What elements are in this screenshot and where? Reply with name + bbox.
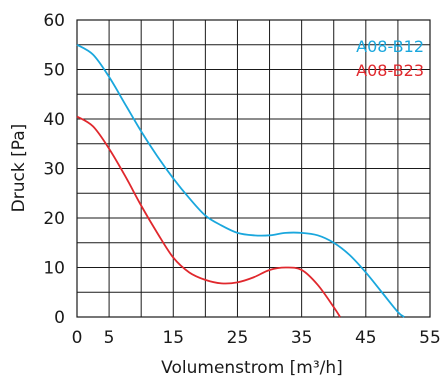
- x-axis-tick-labels: 0 5 15 25 35 45 55: [72, 328, 440, 348]
- y-tick-label: 10: [43, 259, 65, 279]
- y-axis-tick-labels: 0 10 20 30 40 50 60: [43, 11, 65, 328]
- x-tick-label: 35: [291, 328, 313, 348]
- plot-frame: [76, 19, 431, 318]
- y-axis-label: Druck [Pa]: [9, 124, 29, 213]
- chart-grid: [76, 19, 431, 318]
- y-tick-label: 60: [43, 11, 65, 31]
- y-tick-label: 50: [43, 61, 65, 81]
- x-tick-label: 5: [104, 328, 115, 348]
- chart-legend: A08-B12 A08-B23: [356, 37, 424, 80]
- legend-label-a08-b12: A08-B12: [356, 37, 424, 56]
- x-tick-label: 45: [355, 328, 377, 348]
- chart-series-layer: [76, 43, 405, 318]
- x-tick-label: 15: [162, 328, 184, 348]
- x-tick-label: 55: [419, 328, 440, 348]
- x-axis-label: Volumenstrom [m³/h]: [161, 358, 343, 378]
- legend-label-a08-b23: A08-B23: [356, 61, 424, 80]
- y-tick-label: 20: [43, 209, 65, 229]
- series-line-a08-b23: [76, 115, 341, 318]
- y-tick-label: 30: [43, 160, 65, 180]
- series-line-a08-b12: [76, 43, 405, 318]
- y-tick-label: 0: [54, 308, 65, 328]
- x-tick-label: 25: [227, 328, 249, 348]
- x-tick-label: 0: [72, 328, 83, 348]
- y-tick-label: 40: [43, 110, 65, 130]
